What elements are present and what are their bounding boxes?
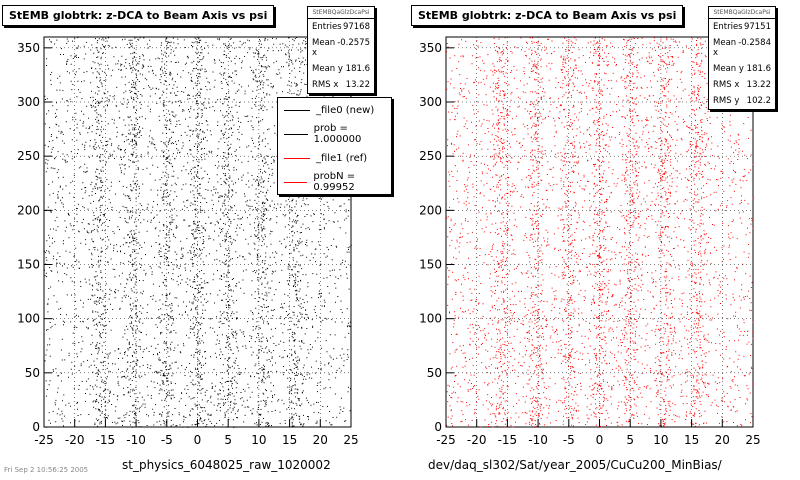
stats-row: RMS y 102.2	[709, 93, 775, 109]
y-tick-label: 50	[427, 366, 442, 380]
stats-box-right-name: StEMBQaGlzDcaPsi	[709, 7, 775, 19]
stats-row: RMS x 13.22	[308, 77, 374, 93]
legend-swatch	[284, 181, 308, 183]
legend-label: _file1 (ref)	[316, 152, 368, 164]
legend-entry: prob = 1.000000	[278, 122, 391, 146]
footer-timestamp: Fri Sep 2 10:56:25 2005	[4, 466, 89, 474]
legend-entry: _file1 (ref)	[278, 146, 391, 170]
stats-label: RMS x	[713, 80, 740, 90]
x-tick-label: -10	[528, 433, 548, 447]
stats-label: RMS x	[312, 80, 339, 90]
legend-swatch	[284, 133, 308, 135]
stats-row: Mean x -0.2584	[709, 35, 775, 61]
stats-label: Entries	[312, 22, 342, 32]
y-tick-label: 200	[17, 203, 40, 217]
x-tick-label: 20	[313, 433, 328, 447]
stats-row: Mean x -0.2575	[308, 35, 374, 61]
stats-value: 181.6	[345, 64, 370, 74]
chart-title-left: StEMB globtrk: z-DCA to Beam Axis vs psi	[2, 5, 275, 26]
x-tick-label: 5	[626, 433, 634, 447]
x-tick-label: 20	[715, 433, 730, 447]
chart-title-left-text: StEMB globtrk: z-DCA to Beam Axis vs psi	[9, 9, 268, 22]
x-tick-label: 10	[653, 433, 668, 447]
x-tick-label: 0	[194, 433, 202, 447]
x-tick-label: 5	[224, 433, 232, 447]
y-tick-label: 250	[17, 149, 40, 163]
stats-value: 102.2	[746, 96, 771, 106]
stats-row: Entries 97151	[709, 19, 775, 35]
stats-row: Mean y 181.6	[308, 61, 374, 77]
legend-label: prob = 1.000000	[313, 123, 362, 145]
x-tick-label: -5	[563, 433, 575, 447]
stats-box-left: StEMBQaGlzDcaPsi Entries 97168 Mean x -0.2…	[307, 6, 375, 94]
stats-label: Mean x	[312, 38, 336, 58]
stats-row: Mean y 181.6	[709, 61, 775, 77]
x-axis-title-right: dev/daq_sl302/Sat/year_2005/CuCu200_MinB…	[428, 458, 722, 472]
x-tick-label: -25	[34, 433, 54, 447]
y-tick-label: 250	[419, 149, 442, 163]
x-tick-label: -20	[467, 433, 487, 447]
y-tick-label: 150	[17, 258, 40, 272]
stats-label: Mean x	[713, 38, 737, 58]
legend-label: _file0 (new)	[316, 104, 375, 116]
y-tick-label: 0	[32, 420, 40, 434]
y-tick-label: 300	[17, 95, 40, 109]
x-tick-label: 15	[684, 433, 699, 447]
stats-label: Mean y	[713, 64, 744, 74]
stats-value: -0.2575	[337, 38, 370, 48]
legend-swatch	[284, 109, 310, 111]
chart-title-right-text: StEMB globtrk: z-DCA to Beam Axis vs psi	[418, 9, 677, 22]
legend-entry: probN = 0.99952	[278, 170, 391, 194]
chart-title-right: StEMB globtrk: z-DCA to Beam Axis vs psi	[411, 5, 684, 26]
y-tick-label: 100	[17, 312, 40, 326]
stats-label: RMS y	[713, 96, 740, 106]
x-tick-label: -20	[65, 433, 85, 447]
y-tick-label: 150	[419, 258, 442, 272]
stats-value: 181.6	[746, 64, 771, 74]
y-tick-label: 350	[17, 41, 40, 55]
stats-value: 13.22	[345, 80, 370, 90]
stats-label: Mean y	[312, 64, 343, 74]
x-axis-title-left: st_physics_6048025_raw_1020002	[122, 458, 331, 472]
x-tick-label: -10	[126, 433, 146, 447]
y-tick-label: 50	[25, 366, 40, 380]
stats-label: Entries	[713, 22, 743, 32]
stats-box-left-name: StEMBQaGlzDcaPsi	[308, 7, 374, 19]
x-tick-label: 0	[596, 433, 604, 447]
y-tick-label: 300	[419, 95, 442, 109]
legend-label: probN = 0.99952	[313, 171, 356, 193]
y-tick-label: 350	[419, 41, 442, 55]
x-tick-label: 15	[282, 433, 297, 447]
x-tick-label: -15	[96, 433, 116, 447]
x-tick-label: -25	[436, 433, 456, 447]
stats-value: 97151	[743, 22, 771, 32]
y-tick-label: 200	[419, 203, 442, 217]
x-tick-label: 25	[745, 433, 760, 447]
stats-value: 13.22	[746, 80, 771, 90]
stats-row: Entries 97168	[308, 19, 374, 35]
x-tick-label: 25	[343, 433, 358, 447]
legend-swatch	[284, 157, 310, 159]
x-tick-label: -5	[161, 433, 173, 447]
y-tick-label: 100	[419, 312, 442, 326]
stats-value: 97168	[342, 22, 370, 32]
stats-row: RMS x 13.22	[709, 77, 775, 93]
legend: _file0 (new) prob = 1.000000 _file1 (ref…	[277, 97, 392, 195]
legend-entry: _file0 (new)	[278, 98, 391, 122]
x-tick-label: 10	[251, 433, 266, 447]
y-tick-label: 0	[434, 420, 442, 434]
x-tick-label: -15	[498, 433, 518, 447]
stats-value: -0.2584	[738, 38, 771, 48]
stats-box-right: StEMBQaGlzDcaPsi Entries 97151 Mean x -0.2…	[708, 6, 776, 110]
